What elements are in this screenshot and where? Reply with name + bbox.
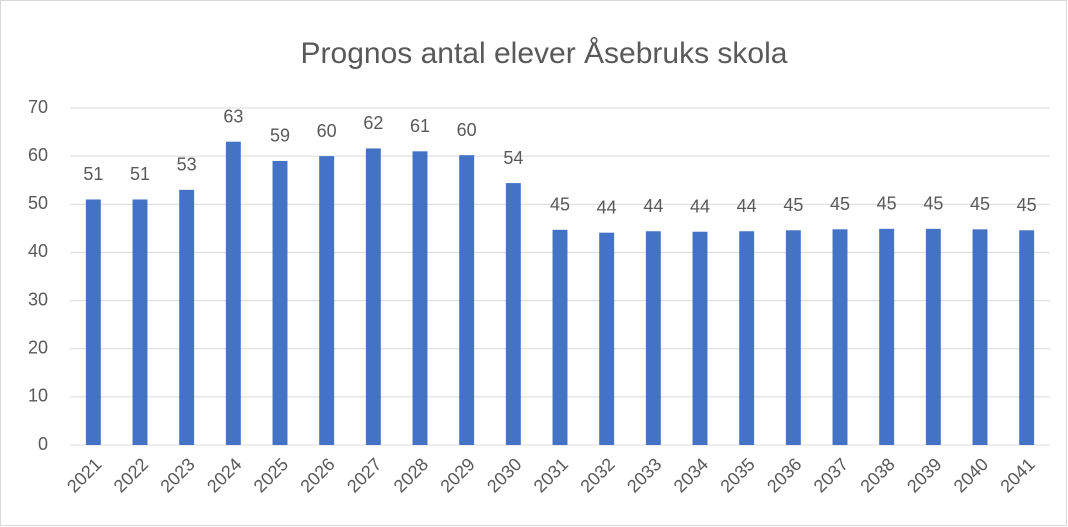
value-label: 53 [177,155,197,175]
bar [832,229,848,445]
value-label: 45 [923,194,943,214]
bar [645,231,661,445]
bar [599,232,615,445]
value-label: 44 [597,197,617,217]
bar [179,189,195,445]
value-label: 54 [503,148,523,168]
value-label: 44 [643,196,663,216]
bar [879,228,895,445]
value-label: 45 [550,195,570,215]
bar [365,148,381,445]
y-tick-label: 10 [28,386,48,406]
bar [459,155,475,445]
value-label: 60 [317,121,337,141]
value-label: 45 [970,194,990,214]
chart-title: Prognos antal elever Åsebruks skola [301,37,788,70]
value-label: 45 [1017,195,1037,215]
y-tick-label: 70 [28,97,48,117]
bar [319,156,335,445]
bar [225,141,241,445]
bar [85,199,101,445]
value-label: 51 [130,164,150,184]
y-tick-label: 20 [28,337,48,357]
y-tick-label: 30 [28,289,48,309]
y-tick-label: 50 [28,193,48,213]
bar [692,231,708,445]
bar [272,160,288,445]
bar [739,231,755,445]
value-label: 45 [830,194,850,214]
value-label: 63 [223,106,243,126]
value-label: 45 [783,195,803,215]
value-label: 44 [690,196,710,216]
bar [925,228,941,445]
value-label: 62 [363,113,383,133]
bar [785,230,801,445]
bar [505,183,521,446]
bar [552,229,568,445]
value-label: 61 [410,116,430,136]
value-label: 51 [83,164,103,184]
bar [1019,230,1035,445]
bar [132,199,148,445]
y-tick-label: 0 [38,434,48,454]
y-tick-label: 60 [28,145,48,165]
bar [412,151,428,446]
value-label: 44 [737,196,757,216]
value-label: 59 [270,126,290,146]
value-label: 60 [457,120,477,140]
value-label: 45 [877,194,897,214]
bar [972,229,988,445]
y-tick-label: 40 [28,241,48,261]
